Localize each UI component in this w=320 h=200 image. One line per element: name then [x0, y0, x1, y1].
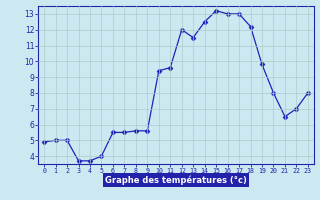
X-axis label: Graphe des températures (°c): Graphe des températures (°c): [105, 176, 247, 185]
